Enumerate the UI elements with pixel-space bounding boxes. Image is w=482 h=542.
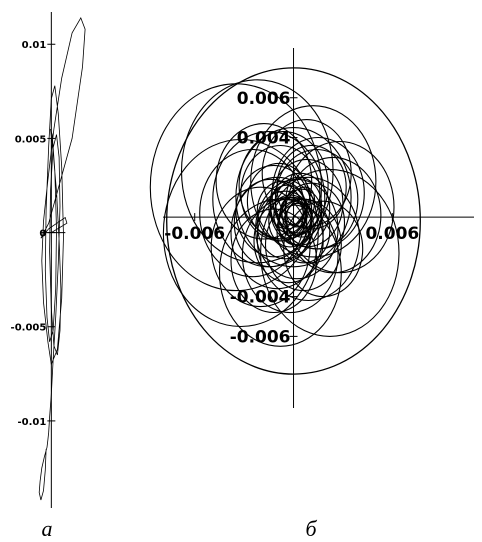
panel-b-loop-38 (241, 196, 339, 314)
panel-b-x-tick-label-1: 0.006 (365, 224, 419, 244)
panel-a-y-tick-label-0: 0.01 (22, 40, 47, 51)
panel-b-loop-41 (274, 148, 359, 250)
panel-b-y-tick-label-3: -0.006 (230, 327, 291, 347)
panel-a-y-tick-label-1: 0.005 (15, 134, 47, 145)
panel-b-y-tick-label-0: 0.006 (237, 89, 291, 109)
panel-b-loop-18 (246, 162, 311, 240)
panel-b-x-tick-label-0: -0.006 (164, 224, 225, 244)
panel-a-series-line (38, 16, 86, 501)
panel-a-y-tick-label-4: -0.01 (18, 417, 47, 428)
panel-a-trajectory (38, 16, 86, 501)
panel-b-trajectory (149, 67, 421, 375)
panel-b-plot: -0.006 0.006 0.006 0.004 -0.004 -0.006 б (149, 48, 474, 541)
panel-a-caption: а (42, 516, 53, 541)
panel-b-loop-36 (199, 148, 306, 278)
panel-a-y-tick-label-3: -0.005 (11, 323, 47, 334)
panel-b-loop-4 (162, 138, 319, 328)
panel-b-y-tick-label-1: 0.004 (237, 129, 291, 149)
panel-b-loop-34 (215, 123, 313, 240)
panel-b-loop-40 (230, 176, 324, 290)
panel-b-loop-42 (240, 144, 321, 242)
panel-b-ticks: -0.006 0.006 0.006 0.004 -0.004 -0.006 (164, 89, 419, 348)
panel-b-loop-6 (218, 198, 342, 347)
panel-b-y-tick-label-2: -0.004 (230, 288, 291, 308)
panel-b-loop-20 (256, 190, 314, 260)
panel-b-loop-2 (180, 79, 334, 264)
panel-b-loop-44 (233, 178, 308, 268)
panel-b-inner-ellipse-0 (278, 186, 316, 240)
panel-b-loop-45 (276, 144, 347, 230)
panel-b-caption: б (305, 516, 317, 541)
panel-b-inner-ellipse-1 (282, 198, 309, 237)
panel-b-loop-5 (250, 105, 377, 258)
